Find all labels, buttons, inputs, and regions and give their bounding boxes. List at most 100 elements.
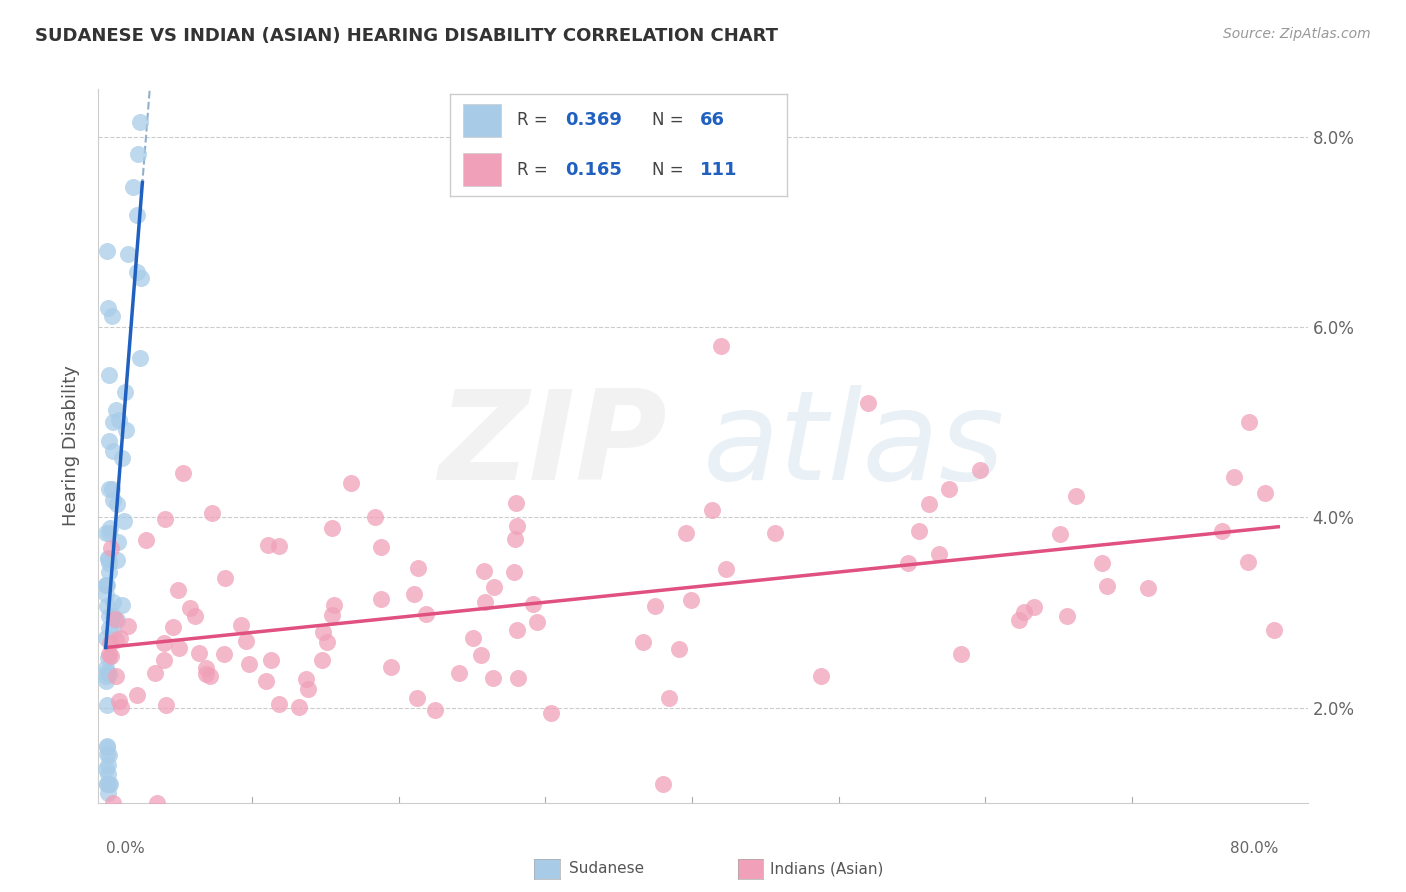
Point [98, 434, 121, 449]
Point [162, 620, 184, 634]
Point [97, 651, 120, 665]
Point [96, 244, 118, 258]
Point [763, 526, 786, 541]
Point [101, 796, 124, 810]
Point [415, 607, 437, 621]
Point [105, 553, 128, 567]
Point [256, 538, 278, 552]
Point [288, 700, 311, 714]
Point [254, 674, 277, 689]
Point [105, 613, 128, 627]
Point [856, 396, 879, 410]
Point [98, 777, 121, 791]
Text: R =: R = [517, 112, 554, 129]
Point [1263, 624, 1285, 638]
Point [97, 786, 120, 800]
Point [449, 665, 471, 680]
Point [506, 518, 529, 533]
Point [146, 796, 169, 810]
Point [675, 526, 697, 541]
Text: 111: 111 [700, 161, 737, 178]
Point [129, 351, 152, 366]
Point [143, 665, 166, 680]
Point [1049, 527, 1071, 541]
Point [506, 671, 529, 685]
Point [380, 660, 402, 674]
Text: 0.369: 0.369 [565, 112, 621, 129]
Point [103, 608, 125, 623]
Point [96, 578, 118, 592]
Point [1095, 579, 1118, 593]
Text: Source: ZipAtlas.com: Source: ZipAtlas.com [1223, 27, 1371, 41]
Point [908, 524, 931, 538]
Point [1222, 470, 1244, 484]
Point [96, 757, 118, 772]
Point [131, 271, 153, 285]
Point [115, 423, 138, 437]
Point [96, 698, 118, 713]
Point [463, 631, 485, 645]
Point [100, 649, 122, 664]
Point [98, 621, 121, 635]
Point [195, 666, 218, 681]
Point [96, 587, 118, 601]
Point [1008, 613, 1031, 627]
Point [710, 339, 733, 353]
Point [506, 624, 529, 638]
Point [96, 526, 118, 541]
Point [101, 595, 124, 609]
Point [482, 671, 505, 685]
Point [104, 612, 127, 626]
Point [167, 640, 190, 655]
Point [700, 503, 723, 517]
Point [928, 547, 950, 561]
Point [631, 635, 654, 649]
Point [505, 495, 527, 509]
Point [110, 699, 132, 714]
Point [644, 599, 666, 613]
Point [425, 703, 447, 717]
Point [112, 514, 135, 528]
Text: Indians (Asian): Indians (Asian) [770, 862, 884, 876]
Point [1211, 524, 1233, 539]
Point [127, 208, 149, 222]
Point [104, 402, 127, 417]
Point [294, 672, 316, 686]
Point [1012, 606, 1035, 620]
Point [153, 653, 176, 667]
Point [194, 661, 217, 675]
Text: N =: N = [652, 161, 689, 178]
Point [98, 667, 121, 681]
Text: N =: N = [652, 112, 689, 129]
Point [897, 556, 920, 570]
Point [96, 777, 118, 791]
Point [125, 265, 148, 279]
Point [1091, 556, 1114, 570]
Point [166, 583, 188, 598]
Point [404, 587, 426, 601]
Point [97, 767, 120, 781]
Point [127, 147, 149, 161]
Point [201, 506, 224, 520]
Point [96, 739, 118, 754]
Point [1237, 415, 1260, 429]
Point [117, 619, 139, 633]
Point [322, 599, 344, 613]
Point [311, 653, 333, 667]
Point [526, 615, 548, 630]
Point [1056, 609, 1078, 624]
Point [152, 635, 174, 649]
Point [716, 561, 738, 575]
Point [128, 115, 150, 129]
Point [107, 534, 129, 549]
Point [125, 688, 148, 702]
Point [97, 550, 120, 565]
Point [155, 698, 177, 712]
Point [474, 564, 496, 578]
FancyBboxPatch shape [464, 153, 501, 186]
Point [96, 661, 118, 675]
Point [1024, 599, 1046, 614]
Point [97, 301, 120, 315]
Point [98, 482, 121, 496]
Point [198, 669, 221, 683]
